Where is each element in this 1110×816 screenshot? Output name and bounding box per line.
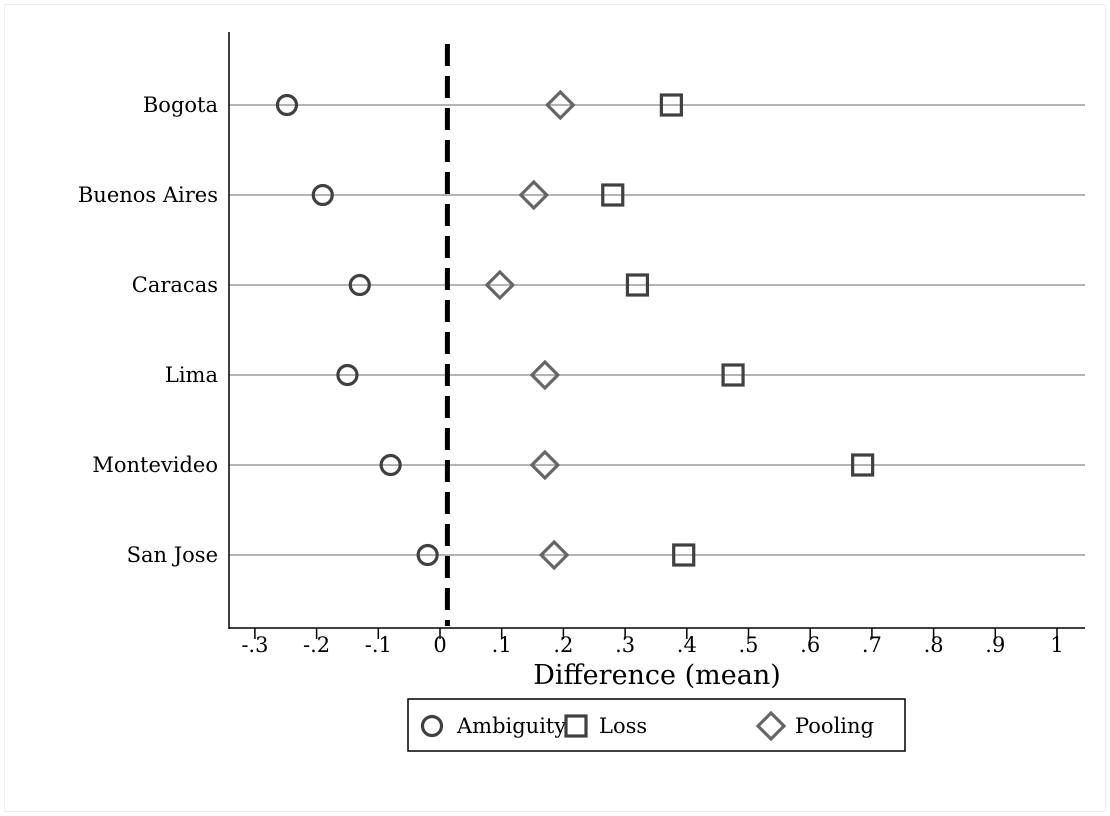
x-tick-label: .5 <box>738 633 758 657</box>
ambiguity-point <box>416 543 439 567</box>
legend-box <box>407 698 906 752</box>
x-tick-label: .1 <box>492 633 512 657</box>
x-tick-label: 1 <box>1050 633 1063 657</box>
ambiguity-point <box>311 183 334 207</box>
loss-point <box>672 543 696 567</box>
pooling-point <box>518 179 550 211</box>
legend-loss-marker <box>564 714 588 738</box>
ambiguity-point <box>379 453 402 477</box>
pooling-point <box>545 89 576 121</box>
y-tick-label: Montevideo <box>92 453 218 477</box>
loss-point <box>601 183 625 207</box>
loss-point <box>721 363 745 387</box>
legend-pooling-marker <box>755 710 787 742</box>
axes <box>228 32 1085 639</box>
x-tick-label: .9 <box>985 633 1005 657</box>
y-axis-labels: Bogota Buenos Aires Caracas Lima Montevideo S… <box>78 93 218 567</box>
legend-pooling-label: Pooling <box>795 714 874 738</box>
loss-point <box>625 273 650 297</box>
legend-ambiguity-label: Ambiguity <box>456 714 566 738</box>
y-tick-label: Bogota <box>143 93 218 117</box>
ambiguity-point <box>275 93 299 117</box>
x-axis-title: Difference (mean) <box>533 660 781 691</box>
x-tick-label: .4 <box>677 633 697 657</box>
data-points <box>275 89 875 571</box>
x-tick-label: .2 <box>553 633 573 657</box>
ambiguity-point <box>348 273 371 297</box>
loss-point <box>659 93 683 117</box>
x-tick-label: -.1 <box>365 633 392 657</box>
legend-ambiguity-marker <box>420 714 444 738</box>
x-tick-label: .6 <box>800 633 820 657</box>
x-tick-label: .8 <box>924 633 944 657</box>
legend: Ambiguity Loss Pooling <box>407 698 906 752</box>
chart-frame <box>4 4 1106 812</box>
pooling-point <box>538 539 570 571</box>
loss-point <box>851 453 875 477</box>
pooling-point <box>484 269 516 301</box>
pooling-point <box>529 449 561 481</box>
ambiguity-point <box>336 363 359 387</box>
x-tick-label: .7 <box>862 633 882 657</box>
x-tick-label: 0 <box>433 633 446 657</box>
x-tick-label: -.2 <box>303 633 330 657</box>
gridlines <box>229 104 1085 556</box>
y-tick-label: San Jose <box>127 543 218 567</box>
y-tick-label: Caracas <box>132 273 218 297</box>
x-tick-label: .3 <box>615 633 635 657</box>
x-axis-labels: -.3 -.2 -.1 0 .1 .2 .3 .4 .5 .6 .7 .8 .9 1 <box>241 633 1063 657</box>
legend-loss-label: Loss <box>599 714 647 738</box>
x-tick-label: -.3 <box>241 633 268 657</box>
pooling-point <box>529 359 561 391</box>
y-tick-label: Buenos Aires <box>78 183 218 207</box>
y-tick-label: Lima <box>165 363 218 387</box>
